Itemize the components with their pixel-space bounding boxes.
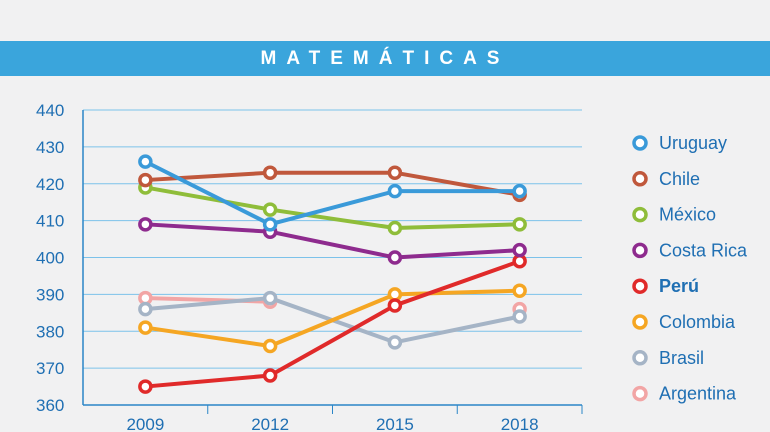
title-bar: MATEMÁTICAS (0, 41, 770, 76)
legend-marker-mexico (632, 206, 648, 223)
data-point-uruguay (138, 154, 153, 169)
data-point-mexico (262, 202, 278, 217)
x-tick-label: 2018 (501, 415, 539, 432)
data-point-peru (138, 379, 153, 394)
y-tick-label: 360 (36, 396, 64, 415)
legend-label-colombia: Colombia (659, 312, 736, 332)
x-tick-label: 2015 (376, 415, 414, 432)
series-line-peru (143, 259, 522, 389)
data-point-chile (262, 165, 278, 180)
legend-label-peru: Perú (659, 276, 699, 296)
legend-marker-argentina (632, 385, 648, 402)
x-tick-label: 2009 (126, 415, 164, 432)
data-point-colombia (262, 338, 278, 354)
legend-label-argentina: Argentina (659, 384, 737, 404)
y-tick-label: 370 (36, 359, 64, 378)
series-line-chile (143, 170, 522, 197)
data-point-mexico (387, 220, 403, 236)
series-line-colombia (143, 288, 522, 348)
legend-marker-peru (632, 278, 648, 294)
data-point-brasil (262, 290, 278, 306)
data-point-brasil (512, 309, 527, 324)
legend-label-costa-rica: Costa Rica (659, 240, 748, 260)
data-point-peru (262, 368, 278, 383)
series-line-uruguay (143, 159, 522, 227)
y-tick-label: 440 (36, 101, 64, 120)
data-point-uruguay (262, 217, 278, 232)
data-point-brasil (138, 301, 153, 317)
data-point-costa-rica (512, 242, 527, 258)
y-tick-label: 410 (36, 212, 64, 231)
data-point-peru (387, 298, 403, 313)
data-point-colombia (138, 320, 153, 335)
legend-label-uruguay: Uruguay (659, 133, 727, 153)
chart-title: MATEMÁTICAS (260, 47, 510, 69)
legend-label-brasil: Brasil (659, 348, 704, 368)
data-point-uruguay (387, 183, 403, 199)
data-point-chile (138, 172, 153, 188)
series-line-costa-rica (143, 222, 522, 260)
data-point-costa-rica (387, 250, 403, 265)
y-tick-label: 420 (36, 175, 64, 194)
y-tick-label: 430 (36, 138, 64, 157)
legend-marker-chile (632, 171, 648, 187)
data-point-brasil (387, 335, 403, 350)
legend-label-mexico: México (659, 205, 716, 225)
series-line-mexico (143, 185, 522, 230)
legend-marker-costa-rica (632, 242, 648, 259)
legend-label-chile: Chile (659, 169, 700, 189)
legend-marker-colombia (632, 314, 648, 330)
y-tick-label: 390 (36, 285, 64, 304)
data-point-uruguay (512, 183, 527, 199)
data-point-costa-rica (138, 217, 153, 232)
y-tick-label: 400 (36, 249, 64, 268)
legend-marker-uruguay (632, 135, 648, 151)
legend-marker-brasil (632, 350, 648, 366)
data-point-mexico (512, 217, 527, 232)
data-point-chile (387, 165, 403, 180)
x-tick-label: 2012 (251, 415, 289, 432)
y-tick-label: 380 (36, 322, 64, 341)
data-point-colombia (512, 283, 527, 298)
